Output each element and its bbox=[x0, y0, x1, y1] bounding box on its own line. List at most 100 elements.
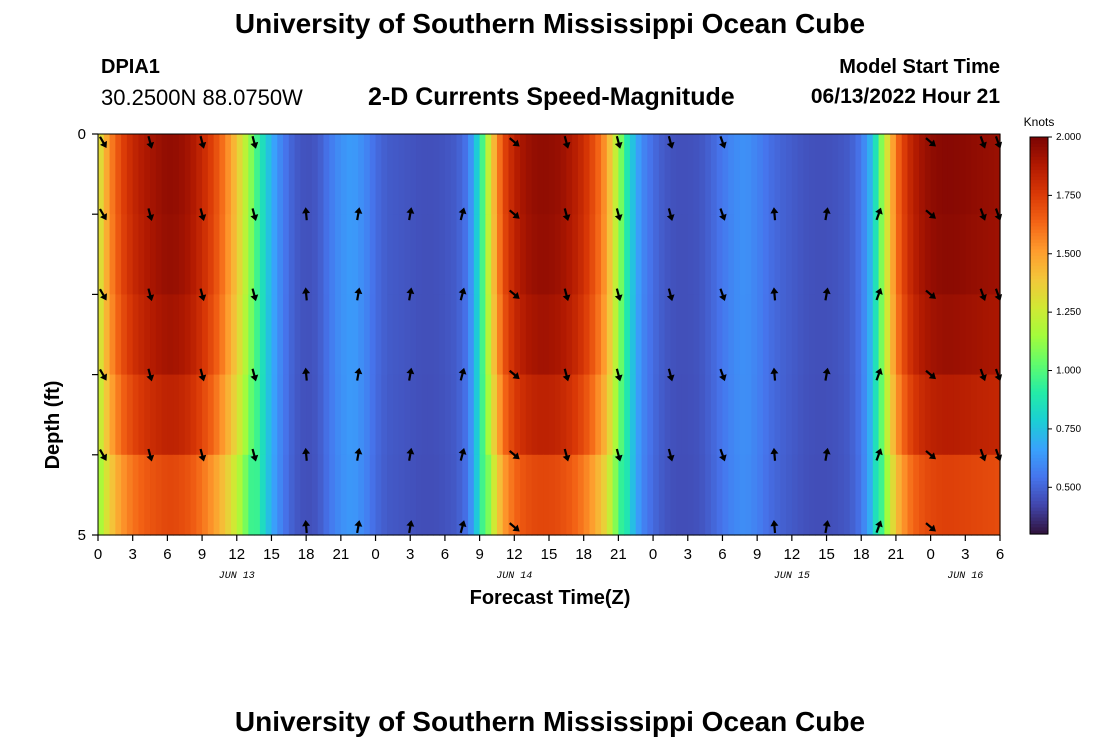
heatmap-cell bbox=[311, 454, 319, 536]
heatmap-cell bbox=[641, 294, 648, 376]
heatmap-cell bbox=[132, 454, 140, 536]
heatmap-cell bbox=[230, 374, 238, 456]
heatmap-cell bbox=[728, 134, 735, 215]
colorbar-segment bbox=[1030, 146, 1048, 151]
heatmap-cell bbox=[768, 134, 776, 215]
colorbar-segment bbox=[1030, 282, 1048, 287]
colorbar-segment bbox=[1030, 385, 1048, 390]
colorbar-segment bbox=[1030, 487, 1048, 492]
colorbar-segment bbox=[1030, 335, 1048, 340]
arrow-head bbox=[146, 294, 155, 302]
heatmap-cell bbox=[924, 374, 932, 456]
arrow-head bbox=[562, 454, 571, 462]
heatmap-cell bbox=[930, 134, 937, 215]
heatmap-cell bbox=[768, 214, 776, 295]
heatmap-cell bbox=[786, 374, 793, 456]
heatmap-cell bbox=[317, 134, 325, 215]
arrow-head bbox=[458, 207, 467, 215]
heatmap-cell bbox=[184, 134, 192, 215]
heatmap-cell bbox=[462, 374, 469, 456]
current-arrow bbox=[354, 207, 363, 221]
colorbar-segment bbox=[1030, 461, 1048, 466]
x-tick-label: 21 bbox=[333, 546, 350, 563]
x-tick-label: 3 bbox=[406, 546, 414, 563]
arrow-head bbox=[875, 448, 883, 456]
heatmap-cell bbox=[427, 454, 434, 536]
current-arrow bbox=[146, 208, 155, 221]
colorbar-segment bbox=[1030, 381, 1048, 386]
heatmap-cell bbox=[439, 134, 446, 215]
arrow-head bbox=[302, 207, 311, 214]
colorbar-segment bbox=[1030, 199, 1048, 204]
heatmap-cell bbox=[867, 374, 874, 456]
heatmap-cell bbox=[138, 134, 145, 215]
heatmap-cell bbox=[514, 134, 521, 215]
heatmap-cell bbox=[809, 454, 816, 536]
colorbar-segment bbox=[1030, 418, 1048, 423]
heatmap-cell bbox=[832, 134, 839, 215]
arrow-head bbox=[250, 374, 259, 382]
heatmap-cell bbox=[329, 374, 336, 456]
heatmap-cell bbox=[381, 134, 388, 215]
heatmap-cell bbox=[236, 214, 244, 295]
heatmap-cell bbox=[456, 134, 463, 215]
heatmap-cell bbox=[543, 374, 550, 456]
heatmap-cell bbox=[496, 294, 504, 376]
heatmap-cell bbox=[936, 454, 943, 536]
arrow-head bbox=[666, 374, 675, 382]
heatmap-cell bbox=[178, 294, 186, 376]
heatmap-cell bbox=[583, 214, 591, 295]
heatmap-cell bbox=[971, 294, 978, 376]
heatmap-cell bbox=[583, 134, 591, 215]
heatmap-cell bbox=[335, 454, 342, 536]
heatmap-cell bbox=[138, 454, 145, 536]
colorbar-segment bbox=[1030, 371, 1048, 376]
arrow-head bbox=[979, 141, 987, 149]
heatmap-cell bbox=[988, 294, 995, 376]
heatmap-cell bbox=[167, 374, 174, 456]
current-arrow bbox=[354, 367, 363, 381]
heatmap-cell bbox=[843, 294, 851, 376]
arrow-head bbox=[250, 454, 259, 462]
heatmap-cell bbox=[271, 374, 278, 456]
arrow-head bbox=[666, 141, 675, 149]
current-arrow bbox=[458, 448, 467, 461]
heatmap-cell bbox=[468, 294, 475, 376]
heatmap-cell bbox=[329, 214, 336, 295]
x-tick-label: 0 bbox=[371, 546, 379, 563]
heatmap-cell bbox=[173, 454, 180, 536]
heatmap-cell bbox=[155, 374, 163, 456]
heatmap-cell bbox=[404, 294, 411, 376]
heatmap-cell bbox=[664, 134, 672, 215]
heatmap-cell bbox=[867, 454, 874, 536]
heatmap-cell bbox=[976, 374, 984, 456]
heatmap-cell bbox=[115, 454, 122, 536]
heatmap-cell bbox=[901, 454, 909, 536]
heatmap-cell bbox=[924, 214, 932, 295]
heatmap-cell bbox=[404, 374, 411, 456]
heatmap-cell bbox=[531, 294, 539, 376]
heatmap-cell bbox=[705, 134, 712, 215]
heatmap-cell bbox=[543, 294, 550, 376]
heatmap-cell bbox=[340, 294, 348, 376]
heatmap-cell bbox=[306, 374, 313, 456]
colorbar-segment bbox=[1030, 262, 1048, 267]
heatmap-cell bbox=[444, 374, 452, 456]
heatmap-cell bbox=[369, 294, 377, 376]
heatmap-cell bbox=[473, 214, 481, 295]
heatmap-cell bbox=[930, 454, 937, 536]
colorbar-segment bbox=[1030, 378, 1048, 383]
heatmap-cell bbox=[294, 214, 301, 295]
heatmap-cell bbox=[560, 134, 567, 215]
heatmap-cell bbox=[439, 214, 446, 295]
station-id: DPIA1 bbox=[101, 56, 160, 78]
model-start-label: Model Start Time bbox=[839, 56, 1000, 78]
arrow-head bbox=[458, 520, 467, 528]
arrow-head bbox=[928, 139, 936, 147]
heatmap-cell bbox=[248, 374, 255, 456]
heatmap-cell bbox=[832, 214, 839, 295]
heatmap-cell bbox=[196, 374, 203, 456]
heatmap-cell bbox=[508, 454, 515, 536]
arrow-head bbox=[302, 447, 311, 455]
heatmap-cell bbox=[936, 294, 943, 376]
